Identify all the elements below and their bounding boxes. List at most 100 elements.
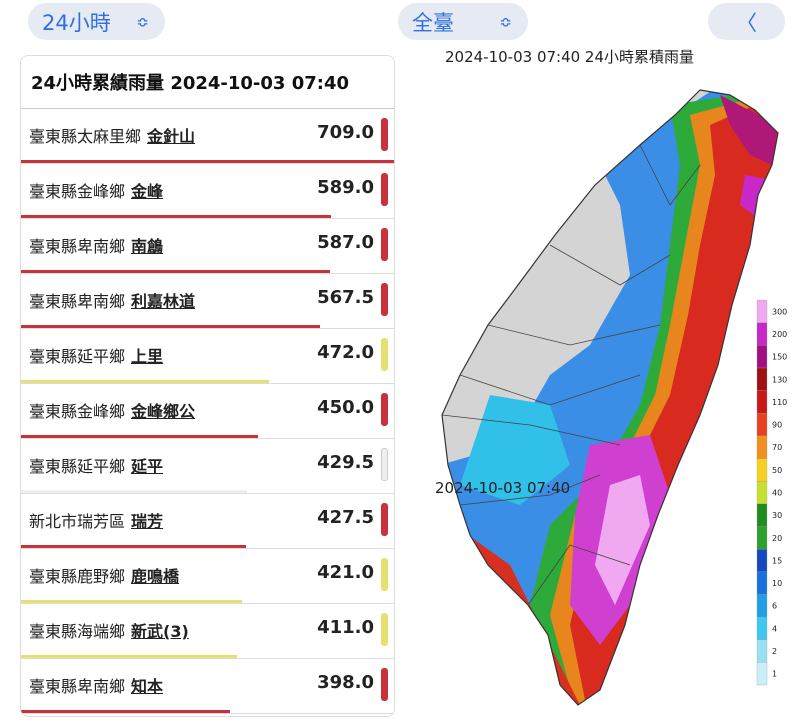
row-bar bbox=[21, 600, 243, 603]
row-value: 472.0 bbox=[317, 342, 374, 363]
row-indicator bbox=[381, 228, 388, 261]
table-row: 臺東縣卑南鄉 知本 398.0 bbox=[21, 659, 394, 714]
rain-table: 24小時累績雨量 2024-10-03 07:40 臺東縣太麻里鄉 金針山 709.… bbox=[20, 55, 395, 717]
row-location: 臺東縣卑南鄉 利嘉林道 bbox=[29, 292, 196, 311]
row-bar bbox=[21, 545, 246, 548]
row-value: 427.5 bbox=[317, 507, 374, 528]
row-indicator bbox=[381, 338, 388, 371]
table-row: 臺東縣延平鄉 上里 472.0 bbox=[21, 329, 394, 384]
legend-label: 1 bbox=[772, 670, 777, 679]
color-legend: 1 2 4 6 10 15 20 30 40 50 70 90 110 130 150 200 300 bbox=[756, 299, 787, 686]
legend-swatch bbox=[756, 481, 768, 504]
row-bar bbox=[21, 710, 231, 713]
row-value: 709.0 bbox=[317, 122, 374, 143]
row-bar bbox=[21, 215, 331, 218]
row-indicator bbox=[381, 668, 388, 701]
map-timestamp: 2024-10-03 07:40 bbox=[435, 479, 570, 497]
legend-label: 200 bbox=[772, 330, 787, 339]
region-selector[interactable]: 全臺 ≎ bbox=[398, 3, 528, 40]
row-location: 臺東縣海端鄉 新武(3) bbox=[29, 622, 189, 641]
legend-label: 130 bbox=[772, 375, 787, 384]
selector-arrow: ≎ bbox=[136, 12, 149, 31]
row-bar bbox=[21, 435, 258, 438]
coastline bbox=[441, 89, 779, 706]
table-row: 臺東縣海端鄉 新武(3) 411.0 bbox=[21, 604, 394, 659]
legend-label: 2 bbox=[772, 647, 777, 656]
legend-label: 20 bbox=[772, 534, 782, 543]
row-station: 延平 bbox=[131, 457, 164, 476]
row-station: 南鶬 bbox=[131, 237, 164, 256]
legend-label: 40 bbox=[772, 489, 782, 498]
county-borders bbox=[441, 144, 701, 606]
legend-swatch bbox=[756, 413, 768, 437]
legend-label: 110 bbox=[772, 398, 787, 407]
row-location: 臺東縣金峰鄉 金峰 bbox=[29, 182, 164, 201]
row-value: 429.5 bbox=[317, 452, 374, 473]
row-location: 臺東縣卑南鄉 南鶬 bbox=[29, 237, 164, 256]
legend-label: 15 bbox=[772, 556, 782, 565]
legend-label: 10 bbox=[772, 579, 782, 588]
legend-swatch bbox=[756, 322, 768, 346]
map-fill bbox=[442, 90, 778, 705]
row-indicator bbox=[381, 283, 388, 316]
period-selector[interactable]: 24小時 ≎ bbox=[28, 3, 165, 40]
legend-swatch bbox=[756, 458, 768, 482]
table-title: 24小時累績雨量 2024-10-03 07:40 bbox=[21, 56, 394, 109]
row-value: 421.0 bbox=[317, 562, 374, 583]
row-station: 金峰鄉公 bbox=[131, 402, 196, 421]
legend-swatch bbox=[756, 299, 768, 323]
period-label: 24小時 bbox=[42, 10, 111, 35]
map-title: 2024-10-03 07:40 24小時累積雨量 bbox=[445, 48, 694, 66]
row-bar bbox=[21, 325, 320, 328]
row-value: 411.0 bbox=[317, 617, 374, 638]
row-value: 587.0 bbox=[317, 232, 374, 253]
row-bar bbox=[21, 160, 394, 163]
row-station: 鹿鳴橋 bbox=[131, 567, 180, 586]
row-station: 金針山 bbox=[147, 127, 196, 146]
legend-label: 4 bbox=[772, 624, 777, 633]
row-location: 臺東縣太麻里鄉 金針山 bbox=[29, 127, 196, 146]
row-indicator bbox=[381, 613, 388, 646]
legend-label: 6 bbox=[772, 602, 777, 611]
row-indicator bbox=[381, 558, 388, 591]
row-station: 知本 bbox=[131, 677, 164, 696]
row-indicator bbox=[381, 393, 388, 426]
row-location: 臺東縣金峰鄉 金峰鄉公 bbox=[29, 402, 196, 421]
table-row: 臺東縣鹿野鄉 鹿鳴橋 421.0 bbox=[21, 549, 394, 604]
legend-label: 50 bbox=[772, 466, 782, 475]
legend-swatch bbox=[756, 435, 768, 459]
row-bar bbox=[21, 490, 247, 493]
table-row: 臺東縣卑南鄉 利嘉林道 567.5 bbox=[21, 274, 394, 329]
table-row: 臺東縣金峰鄉 金峰鄉公 450.0 bbox=[21, 384, 394, 439]
table-rows: 臺東縣太麻里鄉 金針山 709.0 臺東縣金峰鄉 金峰 589.0 臺東縣卑南鄉 南鶬 587.… bbox=[21, 109, 394, 714]
legend-swatch bbox=[756, 503, 768, 527]
back-button[interactable]: 〈 bbox=[708, 3, 785, 40]
legend-label: 300 bbox=[772, 307, 787, 316]
row-station: 上里 bbox=[131, 347, 164, 366]
row-location: 新北市瑞芳區 瑞芳 bbox=[29, 512, 164, 531]
row-location: 臺東縣延平鄉 延平 bbox=[29, 457, 164, 476]
legend-swatch bbox=[756, 571, 768, 595]
region-label: 全臺 bbox=[412, 10, 454, 35]
legend-swatch bbox=[756, 390, 768, 414]
legend-label: 70 bbox=[772, 443, 782, 452]
legend-swatch bbox=[756, 367, 768, 391]
row-value: 450.0 bbox=[317, 397, 374, 418]
row-indicator bbox=[381, 118, 388, 151]
table-row: 臺東縣卑南鄉 南鶬 587.0 bbox=[21, 219, 394, 274]
legend-label: 90 bbox=[772, 421, 782, 430]
legend-swatch bbox=[756, 594, 768, 618]
row-location: 臺東縣鹿野鄉 鹿鳴橋 bbox=[29, 567, 180, 586]
row-bar bbox=[21, 270, 330, 273]
legend-label: 30 bbox=[772, 511, 782, 520]
row-station: 瑞芳 bbox=[131, 512, 164, 531]
back-icon: 〈 bbox=[736, 10, 757, 35]
row-location: 臺東縣延平鄉 上里 bbox=[29, 347, 164, 366]
legend-swatch bbox=[756, 616, 768, 640]
legend-swatch bbox=[756, 639, 768, 663]
legend-swatch bbox=[756, 526, 768, 550]
table-row: 臺東縣太麻里鄉 金針山 709.0 bbox=[21, 109, 394, 164]
table-row: 新北市瑞芳區 瑞芳 427.5 bbox=[21, 494, 394, 549]
row-indicator bbox=[381, 448, 388, 481]
